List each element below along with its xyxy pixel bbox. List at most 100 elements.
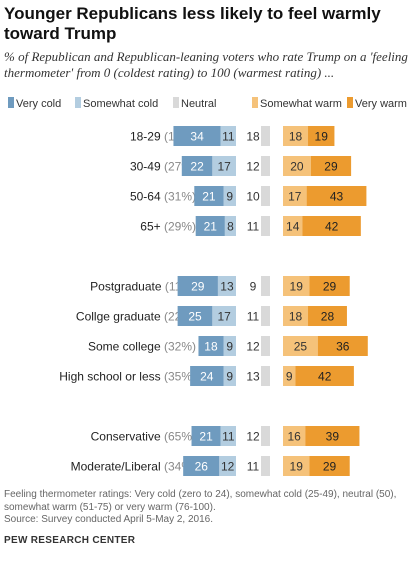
bar-very-cold-high-school-or-less xyxy=(190,366,224,386)
value-somewhat-warm-conservative: 16 xyxy=(287,430,301,444)
bar-very-cold-collge-graduate xyxy=(177,306,213,326)
value-somewhat-cold-moderate-liberal: 12 xyxy=(221,460,235,474)
bar-somewhat-warm-postgraduate xyxy=(283,276,310,296)
bar-neutral-50-64 xyxy=(261,186,270,206)
bar-somewhat-warm-some-college xyxy=(283,336,318,356)
bar-very-warm-conservative xyxy=(305,426,360,446)
value-neutral-high-school-or-less: 13 xyxy=(246,370,260,384)
row-label-50-64: 50-64 (31%) xyxy=(130,190,196,204)
value-very-cold-high-school-or-less: 24 xyxy=(200,370,214,384)
legend-label-somewhat-warm: Somewhat warm xyxy=(260,98,342,110)
value-somewhat-cold-30-49: 17 xyxy=(218,160,232,174)
bar-very-cold-postgraduate xyxy=(177,276,218,296)
row-label-some-college: Some college (32%) xyxy=(88,340,196,354)
value-somewhat-warm-some-college: 25 xyxy=(294,340,308,354)
bar-neutral-65- xyxy=(261,216,270,236)
bar-neutral-postgraduate xyxy=(261,276,270,296)
bar-neutral-collge-graduate xyxy=(261,306,270,326)
bar-somewhat-warm-moderate-liberal xyxy=(283,456,310,476)
bar-very-cold-conservative xyxy=(191,426,221,446)
bar-very-warm-postgraduate xyxy=(309,276,350,296)
bar-somewhat-cold-30-49 xyxy=(212,156,236,176)
bar-very-warm-some-college xyxy=(317,336,368,356)
value-very-warm-18-29: 19 xyxy=(315,130,329,144)
value-neutral-moderate-liberal: 11 xyxy=(247,460,260,474)
value-very-warm-postgraduate: 29 xyxy=(323,280,337,294)
bar-neutral-conservative xyxy=(261,426,270,446)
bar-somewhat-warm-50-64 xyxy=(283,186,307,206)
bar-very-warm-18-29 xyxy=(308,126,335,146)
bar-very-cold-some-college xyxy=(198,336,224,356)
bar-very-warm-65- xyxy=(302,216,361,236)
value-very-cold-some-college: 18 xyxy=(204,340,218,354)
legend-item-somewhat-warm: Somewhat warm xyxy=(252,97,342,110)
value-somewhat-cold-collge-graduate: 17 xyxy=(218,310,232,324)
legend-item-very-cold: Very cold xyxy=(8,97,61,110)
legend-swatch-very-cold xyxy=(8,97,14,108)
value-very-cold-moderate-liberal: 26 xyxy=(195,460,209,474)
bar-somewhat-warm-65- xyxy=(283,216,303,236)
value-somewhat-warm-postgraduate: 19 xyxy=(290,280,304,294)
brand-logo-text: PEW RESEARCH CENTER xyxy=(4,535,136,546)
value-very-cold-conservative: 21 xyxy=(199,430,213,444)
value-somewhat-cold-postgraduate: 13 xyxy=(220,280,234,294)
bar-neutral-18-29 xyxy=(261,126,270,146)
legend-item-very-warm: Very warm xyxy=(347,97,407,110)
row-label-moderate-liberal: Moderate/Liberal (34%) xyxy=(71,460,196,474)
value-somewhat-cold-some-college: 9 xyxy=(226,340,233,354)
bar-neutral-high-school-or-less xyxy=(261,366,270,386)
value-very-warm-some-college: 36 xyxy=(336,340,350,354)
value-somewhat-warm-moderate-liberal: 19 xyxy=(290,460,304,474)
value-somewhat-warm-50-64: 17 xyxy=(288,190,302,204)
value-neutral-conservative: 12 xyxy=(246,430,260,444)
bar-very-cold-50-64 xyxy=(194,186,224,206)
bar-very-warm-30-49 xyxy=(310,156,352,176)
value-very-warm-high-school-or-less: 42 xyxy=(318,370,332,384)
chart-subtitle: % of Republican and Republican-leaning v… xyxy=(4,49,408,80)
value-neutral-65-: 11 xyxy=(247,220,260,234)
value-very-warm-moderate-liberal: 29 xyxy=(323,460,337,474)
bar-somewhat-cold-50-64 xyxy=(223,186,236,206)
value-somewhat-warm-high-school-or-less: 9 xyxy=(286,370,293,384)
value-very-cold-65-: 21 xyxy=(204,220,218,234)
bar-somewhat-cold-65- xyxy=(224,216,236,236)
value-somewhat-cold-conservative: 11 xyxy=(222,430,235,444)
bar-somewhat-warm-high-school-or-less xyxy=(283,366,296,386)
value-very-cold-30-49: 22 xyxy=(190,160,204,174)
value-neutral-18-29: 18 xyxy=(246,130,260,144)
value-very-warm-30-49: 29 xyxy=(324,160,338,174)
value-neutral-collge-graduate: 11 xyxy=(247,310,260,324)
bar-somewhat-warm-18-29 xyxy=(283,126,309,146)
row-label-high-school-or-less: High school or less (35%) xyxy=(59,370,196,384)
source-note: Source: Survey conducted April 5-May 2, … xyxy=(4,514,214,525)
bar-somewhat-cold-collge-graduate xyxy=(212,306,236,326)
bar-very-warm-moderate-liberal xyxy=(309,456,350,476)
value-somewhat-warm-65-: 14 xyxy=(286,220,300,234)
bar-neutral-30-49 xyxy=(261,156,270,176)
value-somewhat-cold-50-64: 9 xyxy=(226,190,233,204)
legend-label-very-warm: Very warm xyxy=(355,98,407,110)
legend-item-somewhat-cold: Somewhat cold xyxy=(75,97,158,110)
bar-very-warm-high-school-or-less xyxy=(295,366,354,386)
legend-swatch-somewhat-warm xyxy=(252,97,258,108)
footnote: Feeling thermometer ratings: Very cold (… xyxy=(4,489,397,513)
value-somewhat-warm-30-49: 20 xyxy=(290,160,304,174)
value-neutral-postgraduate: 9 xyxy=(250,280,257,294)
value-neutral-some-college: 12 xyxy=(246,340,260,354)
bar-somewhat-cold-moderate-liberal xyxy=(219,456,236,476)
chart-title: Younger Republicans less likely to feel … xyxy=(4,4,381,43)
legend-swatch-very-warm xyxy=(347,97,353,108)
bar-neutral-moderate-liberal xyxy=(261,456,270,476)
legend-label-very-cold: Very cold xyxy=(16,98,62,110)
value-neutral-30-49: 12 xyxy=(246,160,260,174)
value-somewhat-cold-high-school-or-less: 9 xyxy=(226,370,233,384)
bar-somewhat-warm-collge-graduate xyxy=(283,306,309,326)
bar-somewhat-cold-conservative xyxy=(220,426,236,446)
bar-somewhat-cold-high-school-or-less xyxy=(223,366,236,386)
value-very-warm-65-: 42 xyxy=(325,220,339,234)
legend-label-neutral: Neutral xyxy=(181,98,217,110)
bar-neutral-some-college xyxy=(261,336,270,356)
legend-swatch-neutral xyxy=(173,97,179,108)
value-very-warm-collge-graduate: 28 xyxy=(321,310,335,324)
bar-somewhat-warm-conservative xyxy=(283,426,306,446)
